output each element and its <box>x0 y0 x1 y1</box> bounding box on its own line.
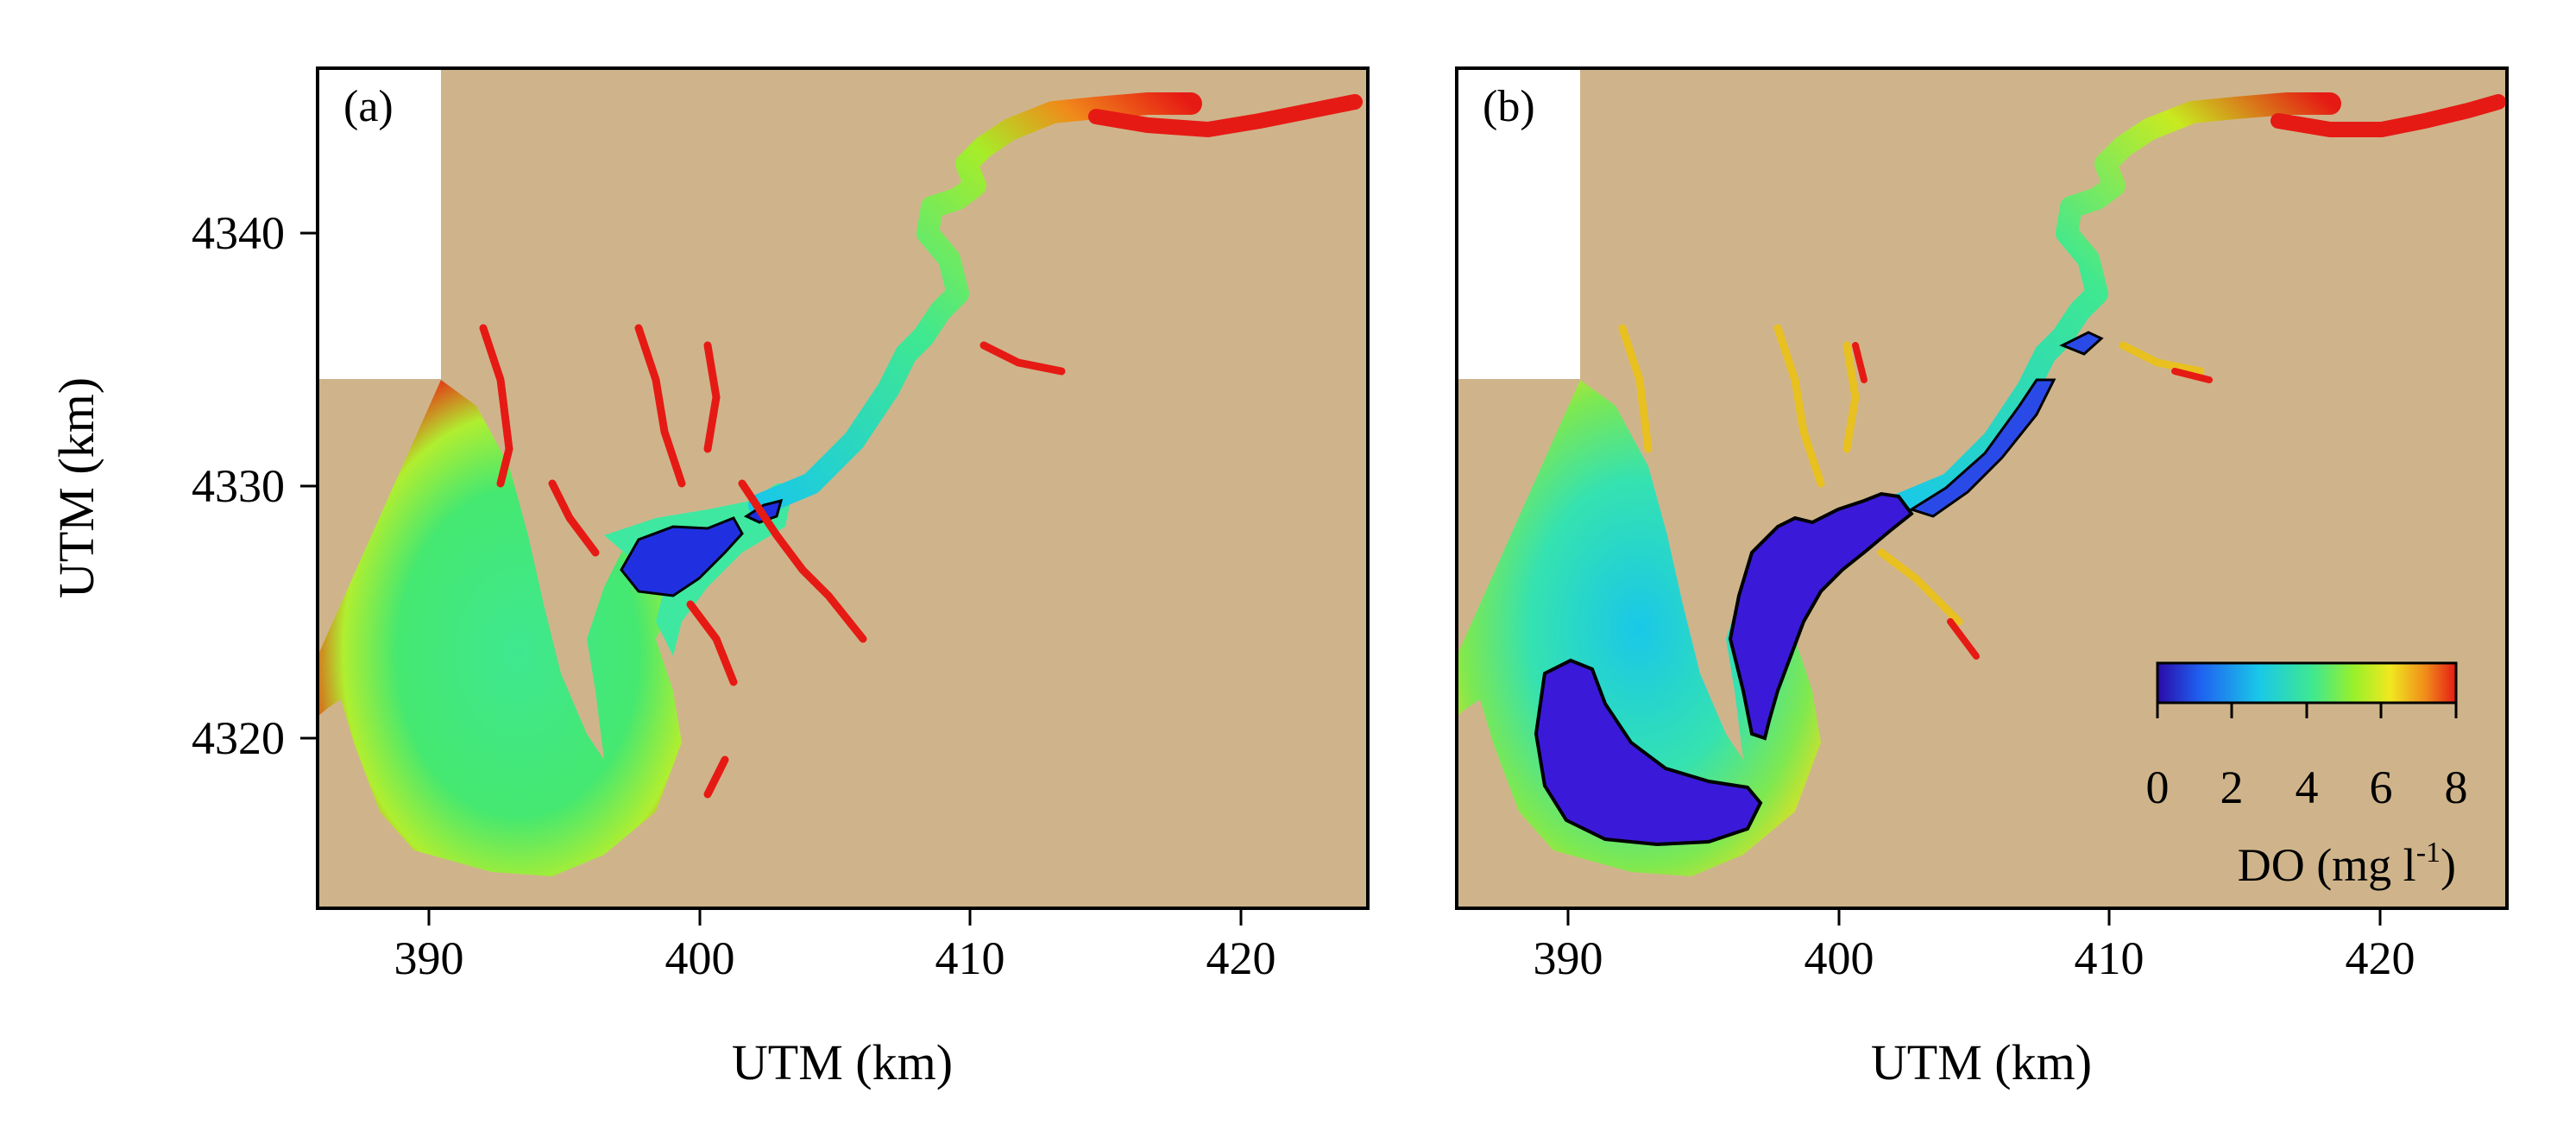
x-tick-label: 410 <box>935 932 1005 984</box>
panel-b-hypoxic-zone-river <box>1908 378 2056 518</box>
x-tick-label: 400 <box>665 932 735 984</box>
panel-a-upper-river <box>1088 94 1363 138</box>
panel-a-y-axis: 4340 4330 4320 UTM (km) <box>48 207 318 764</box>
panel-a-label: (a) <box>343 82 394 131</box>
x-tick-label: 400 <box>1804 932 1874 984</box>
colorbar-title-close: ) <box>2441 839 2456 891</box>
colorbar-tick-label: 8 <box>2445 761 2468 813</box>
colorbar-title-main: DO (mg l <box>2238 839 2416 891</box>
panel-a-map <box>318 68 1368 908</box>
x-tick-label: 390 <box>394 932 464 984</box>
panel-a-x-axis: 390 400 410 420 UTM (km) <box>394 908 1276 1090</box>
panel-a-x-axis-title: UTM (km) <box>732 1034 953 1090</box>
panel-a-tributaries <box>479 324 1066 799</box>
x-tick-label: 420 <box>2346 932 2415 984</box>
panel-a-river <box>748 92 1202 516</box>
panel-b-x-axis-title: UTM (km) <box>1871 1034 2092 1090</box>
panel-b-hypoxic-zone-channel <box>1728 491 1914 741</box>
panel-a-hypoxic-zone <box>620 516 744 597</box>
y-tick-label: 4340 <box>192 207 285 259</box>
colorbar-title-superscript: -1 <box>2416 837 2441 869</box>
panel-a-frame <box>316 66 1370 910</box>
colorbar-tick-label: 4 <box>2296 761 2319 813</box>
panel-a-bay-water <box>318 380 682 876</box>
colorbar: 0 2 4 6 8 DO (mg l-1) <box>2146 661 2468 891</box>
colorbar-gradient <box>2156 661 2458 705</box>
panel-b-river <box>1887 92 2341 516</box>
panel-b: (b) 390 400 410 420 UTM (km) 0 2 <box>1455 66 2509 1090</box>
panel-a-missing-area <box>318 68 441 379</box>
panel-b-hypoxic-zone-bay <box>1534 658 1763 847</box>
colorbar-tick-label: 2 <box>2220 761 2244 813</box>
panel-b-label: (b) <box>1483 82 1535 131</box>
panel-b-missing-area <box>1457 68 1580 379</box>
panel-b-hypoxic-zone-upper <box>2059 331 2104 356</box>
panel-b-x-axis: 390 400 410 420 UTM (km) <box>1534 908 2415 1090</box>
colorbar-title: DO (mg l-1) <box>2238 837 2456 891</box>
panel-a: (a) 4340 4330 4320 UTM (km) 390 400 410 … <box>48 66 1370 1090</box>
x-tick-label: 410 <box>2075 932 2145 984</box>
colorbar-tick-label: 6 <box>2370 761 2393 813</box>
panel-b-map <box>1457 68 2507 908</box>
panel-b-frame <box>1455 66 2509 910</box>
x-tick-label: 390 <box>1534 932 1603 984</box>
y-tick-label: 4320 <box>192 712 285 764</box>
x-tick-label: 420 <box>1206 932 1276 984</box>
panel-b-upper-river <box>2271 94 2506 137</box>
colorbar-tick-label: 0 <box>2146 761 2170 813</box>
panel-b-tributary-tips <box>1852 342 2213 660</box>
panel-b-tributaries <box>1618 324 2205 626</box>
panel-a-y-axis-title: UTM (km) <box>48 377 104 598</box>
y-tick-label: 4330 <box>192 460 285 512</box>
